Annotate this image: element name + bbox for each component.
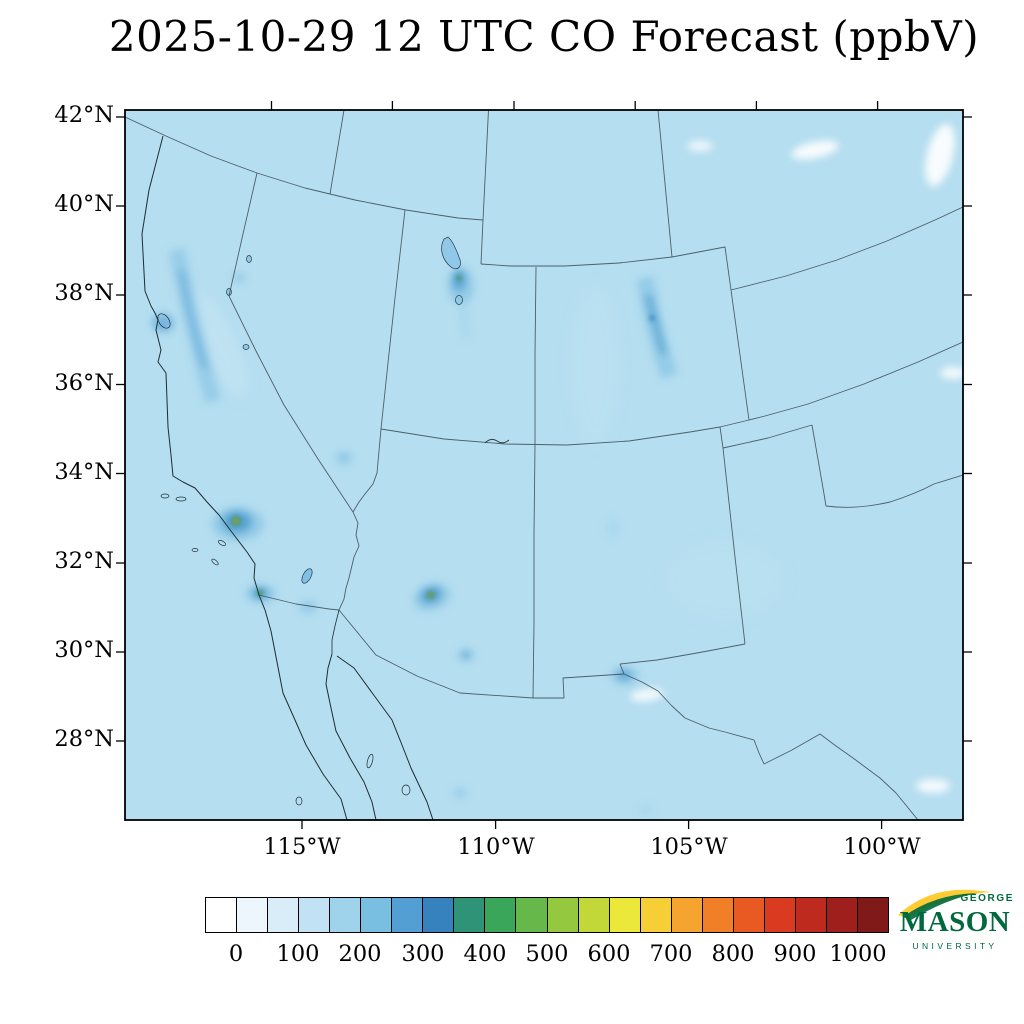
state-borders bbox=[125, 110, 963, 820]
low-co-white-patches bbox=[630, 123, 963, 793]
lat-label-38n: 38°N bbox=[54, 280, 114, 306]
san-nicolas-island bbox=[191, 548, 199, 552]
san-clemente-island bbox=[211, 558, 219, 566]
colorbar-cell bbox=[206, 898, 238, 932]
colorbar-cell bbox=[764, 898, 796, 932]
colorbar-cell bbox=[485, 898, 517, 932]
angel-de-la-guarda-island bbox=[366, 753, 374, 769]
colorbar-cell bbox=[671, 898, 703, 932]
border-us-mexico bbox=[258, 594, 625, 699]
colorbar-tick-0: 0 bbox=[228, 941, 244, 967]
colorbar-cell bbox=[578, 898, 610, 932]
santa-rosa-island bbox=[160, 493, 170, 499]
colorbar-cell bbox=[268, 898, 300, 932]
latitude-ticks-right bbox=[963, 116, 972, 742]
border-california-nevada-arizona bbox=[228, 172, 382, 611]
utah-lake bbox=[455, 295, 463, 305]
catalina-island bbox=[218, 540, 226, 546]
coastline bbox=[141, 135, 434, 820]
lake-powell bbox=[484, 438, 510, 444]
border-42n-and-idaho bbox=[125, 110, 489, 221]
colorbar-cell bbox=[795, 898, 827, 932]
lon-label-115w: 115°W bbox=[263, 834, 341, 860]
lat-label-34n: 34°N bbox=[54, 459, 114, 485]
great-salt-lake bbox=[441, 236, 461, 270]
lat-label-42n: 42°N bbox=[54, 102, 114, 128]
colorbar-cell bbox=[609, 898, 641, 932]
san-francisco-bay bbox=[157, 313, 171, 329]
colorbar-tick-900: 900 bbox=[773, 941, 817, 967]
colorbar-tick-600: 600 bbox=[587, 941, 631, 967]
colorbar-tick-300: 300 bbox=[401, 941, 445, 967]
lat-label-32n: 32°N bbox=[54, 548, 114, 574]
colorbar-tick-500: 500 bbox=[525, 941, 569, 967]
colorbar-cell bbox=[330, 898, 362, 932]
hotspot-salt-lake-city bbox=[456, 275, 462, 281]
latitude-ticks-left bbox=[116, 116, 125, 742]
colorbar-cell bbox=[702, 898, 734, 932]
cedros-island bbox=[295, 796, 303, 806]
colorbar-cell bbox=[361, 898, 393, 932]
colorado-river-delta bbox=[331, 609, 340, 654]
terrain-mottling bbox=[192, 285, 785, 620]
gmu-logo-mason: MASON bbox=[899, 906, 1011, 938]
colorbar-cell bbox=[454, 898, 486, 932]
lat-label-30n: 30°N bbox=[54, 637, 114, 663]
gmu-logo: GEORGE MASON UNIVERSITY bbox=[894, 884, 1016, 980]
colorbar-tick-1000: 1000 bbox=[829, 941, 887, 967]
lon-label-100w: 100°W bbox=[843, 834, 921, 860]
colorbar-tick-800: 800 bbox=[711, 941, 755, 967]
colorbar-cell bbox=[237, 898, 269, 932]
colorbar-cell bbox=[547, 898, 579, 932]
mono-lake bbox=[242, 344, 250, 350]
colorbar-cell bbox=[392, 898, 424, 932]
lakes bbox=[226, 236, 510, 584]
border-wyoming-colorado-ne bbox=[480, 110, 963, 421]
colorbar-cell bbox=[640, 898, 672, 932]
gmu-swoosh-icon bbox=[898, 889, 992, 920]
colorbar bbox=[205, 897, 889, 933]
california-baja-coast bbox=[141, 135, 348, 820]
longitude-ticks-top bbox=[270, 101, 879, 110]
lon-label-110w: 110°W bbox=[457, 834, 535, 860]
lat-label-36n: 36°N bbox=[54, 370, 114, 396]
border-new-mexico-texas-oklahoma bbox=[619, 424, 963, 665]
gmu-logo-george: GEORGE bbox=[960, 893, 1014, 904]
lat-label-28n: 28°N bbox=[54, 726, 114, 752]
lon-label-105w: 105°W bbox=[650, 834, 728, 860]
lat-label-40n: 40°N bbox=[54, 191, 114, 217]
map-background bbox=[125, 110, 963, 820]
hotspot-denver bbox=[649, 315, 655, 321]
colorbar-cell bbox=[857, 898, 889, 932]
longitude-ticks-bottom bbox=[301, 820, 883, 829]
map-frame bbox=[124, 109, 964, 821]
sonora-gulf-coast bbox=[336, 655, 434, 820]
colorbar-tick-700: 700 bbox=[649, 941, 693, 967]
gmu-logo-university: UNIVERSITY bbox=[912, 941, 998, 951]
salton-sea bbox=[301, 568, 313, 584]
colorbar-cell bbox=[516, 898, 548, 932]
border-rio-grande bbox=[619, 663, 919, 820]
colorbar-tick-200: 200 bbox=[338, 941, 382, 967]
border-nevada-utah-colorado bbox=[380, 209, 537, 445]
colorbar-tick-100: 100 bbox=[276, 941, 320, 967]
axis-ticks bbox=[116, 101, 972, 829]
page-title: 2025-10-29 12 UTC CO Forecast (ppbV) bbox=[108, 12, 980, 61]
santa-cruz-island bbox=[175, 496, 187, 502]
colorbar-tick-400: 400 bbox=[463, 941, 507, 967]
colorbar-cell bbox=[733, 898, 765, 932]
border-arizona-new-mexico bbox=[532, 444, 536, 699]
baja-gulf-coast bbox=[325, 653, 377, 820]
colorbar-cell bbox=[826, 898, 858, 932]
tiburon-island bbox=[401, 784, 411, 796]
co-forecast-map bbox=[116, 101, 972, 829]
colorbar-cell bbox=[299, 898, 331, 932]
colorbar-cell bbox=[423, 898, 455, 932]
islands bbox=[160, 493, 411, 806]
pyramid-lake bbox=[246, 255, 252, 263]
